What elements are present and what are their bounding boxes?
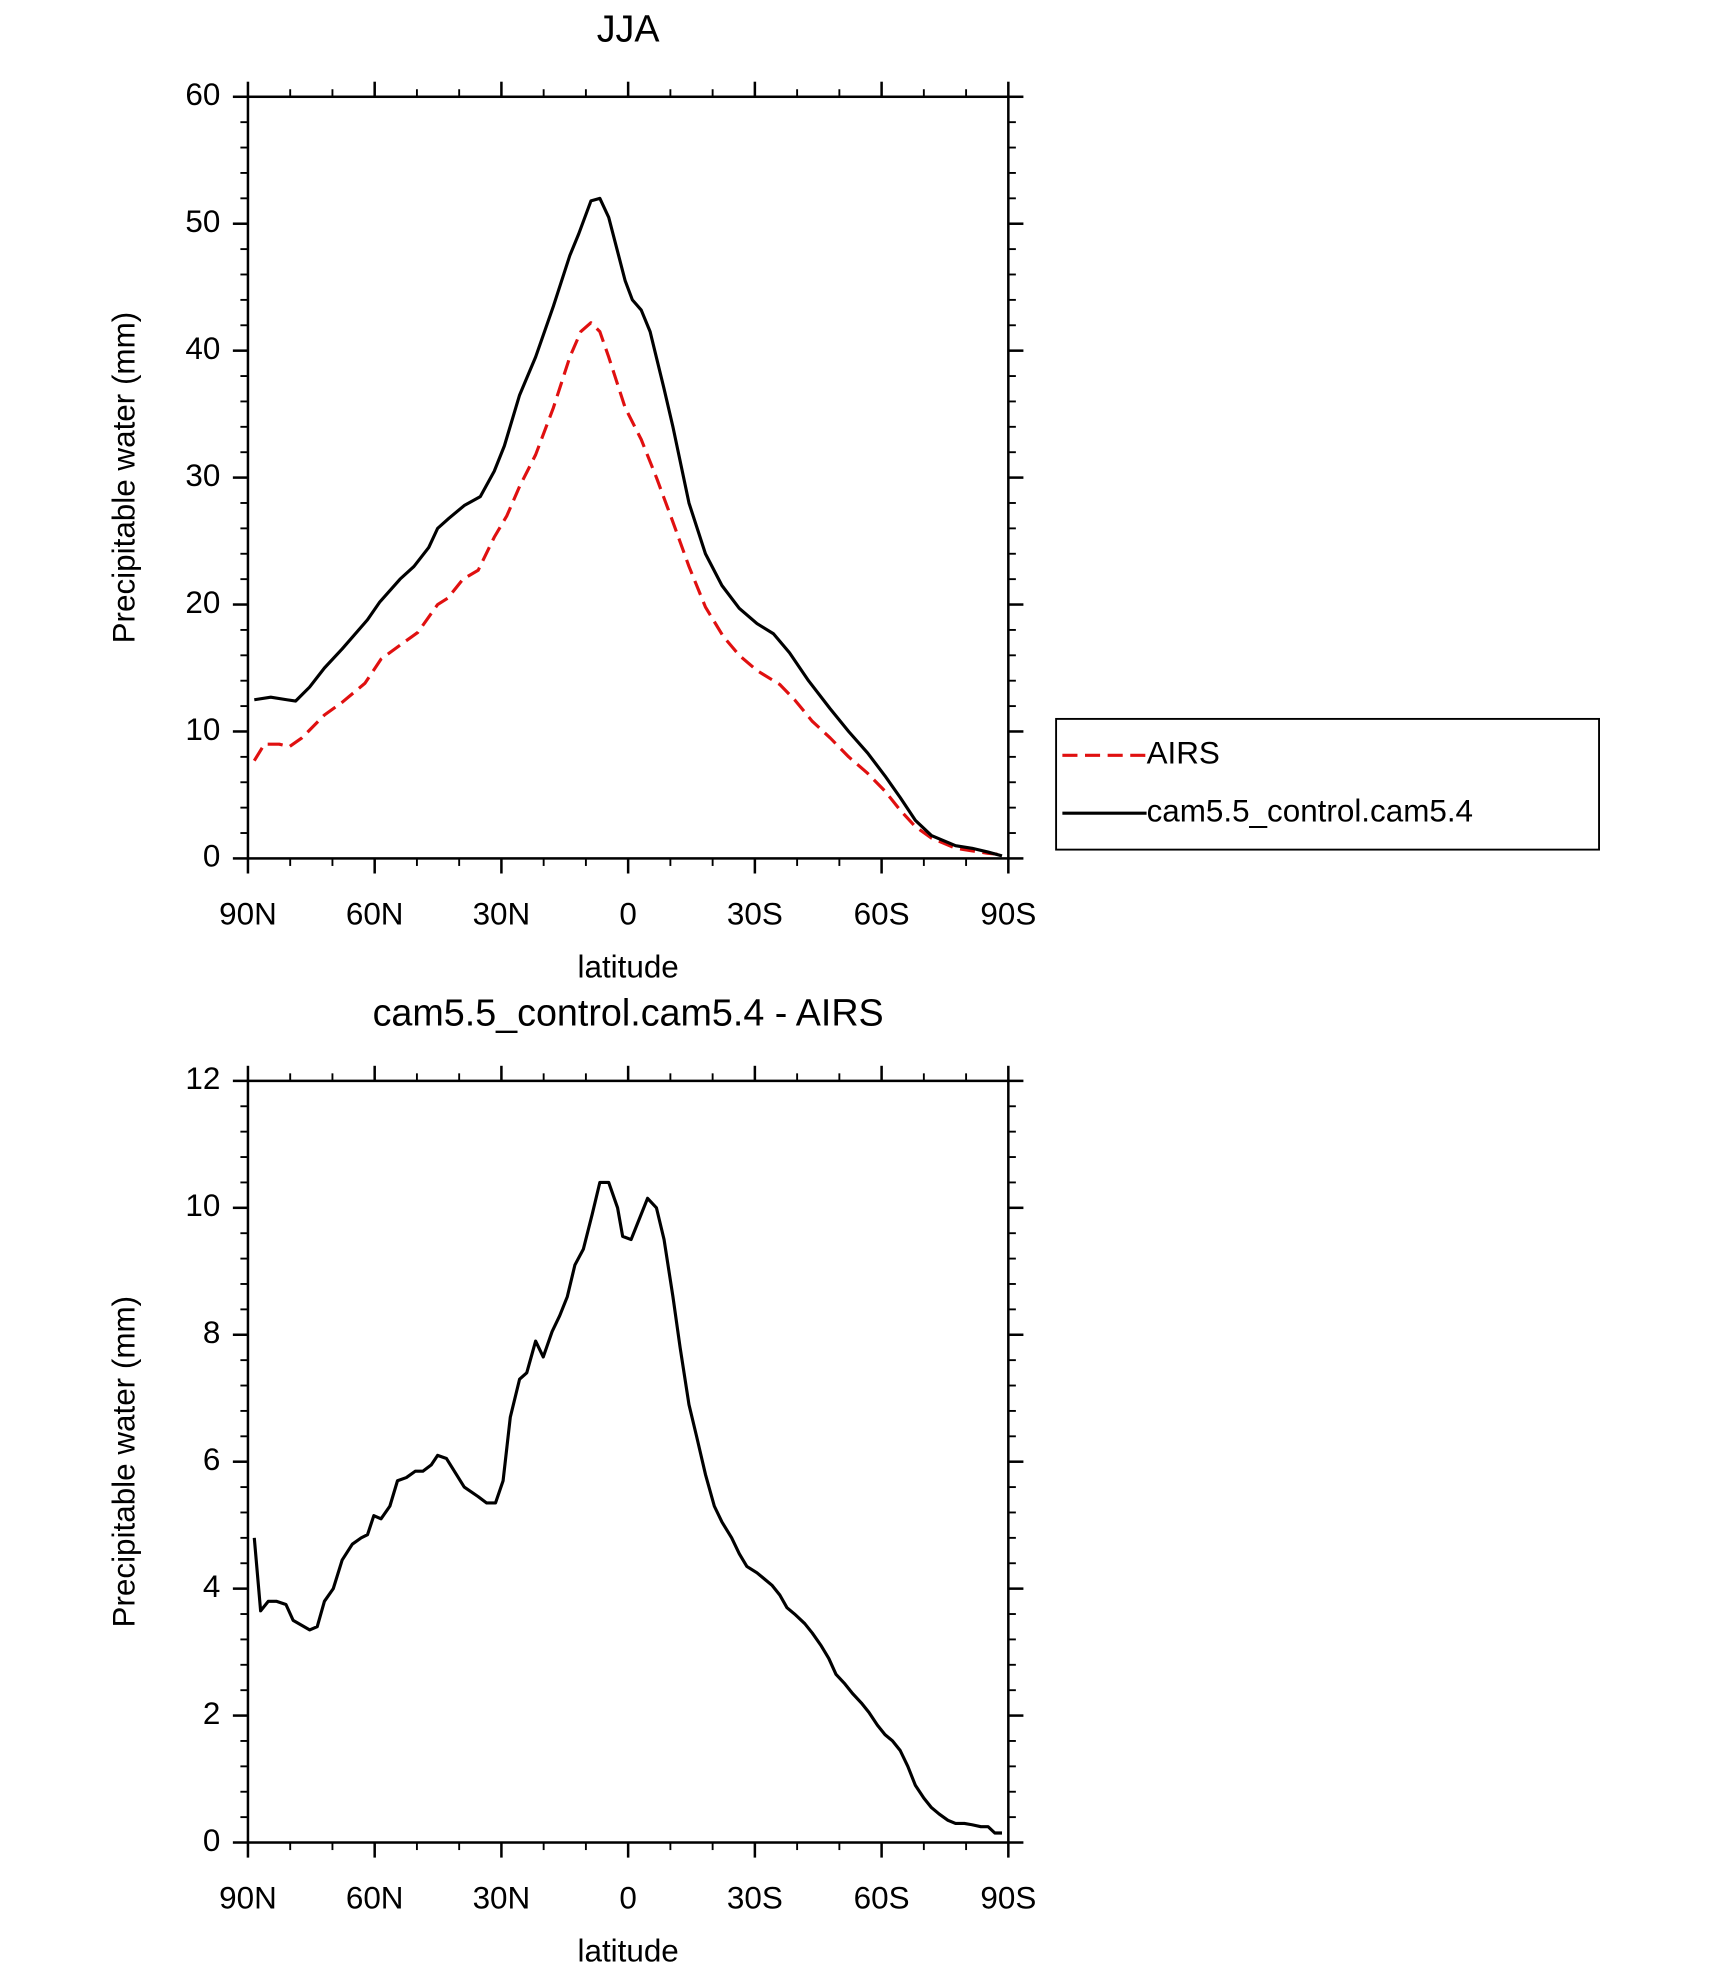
x-tick-label: 0 — [619, 897, 636, 932]
chart-title: cam5.5_control.cam5.4 - AIRS — [373, 991, 884, 1033]
plot-frame — [246, 1079, 1010, 1844]
x-tick-label: 60N — [346, 897, 404, 932]
x-tick-label: 0 — [619, 1881, 636, 1916]
series-line — [252, 321, 1003, 857]
legend-box — [1055, 717, 1600, 851]
x-tick-label: 30S — [727, 1881, 783, 1916]
x-tick-label: 90N — [219, 1881, 277, 1916]
chart-title: JJA — [597, 7, 661, 49]
legend-label: cam5.5_control.cam5.4 — [1147, 793, 1473, 828]
x-tick-label: 90N — [219, 897, 277, 932]
y-tick-label: 8 — [203, 1315, 220, 1350]
x-tick-label: 60S — [854, 897, 910, 932]
y-tick-label: 6 — [203, 1442, 220, 1477]
y-tick-label: 20 — [185, 585, 220, 620]
x-tick-label: 30N — [473, 1881, 531, 1916]
plot: 0 10 20 30 40 50 60 90N 60N 30N 0 30S 60S 90S JJA latit… — [106, 7, 1600, 984]
x-tick-label: 30S — [727, 897, 783, 932]
series-line — [254, 196, 1003, 858]
y-tick-label: 0 — [203, 839, 220, 874]
y-tick-label: 0 — [203, 1823, 220, 1858]
y-tick-label: 50 — [185, 204, 220, 239]
legend: AIRS cam5.5_control.cam5.4 — [1055, 717, 1600, 851]
x-tick-label: 90S — [980, 897, 1036, 932]
x-axis-label: latitude — [578, 949, 679, 984]
x-tick-label: 90S — [980, 1881, 1036, 1916]
series-line — [252, 1180, 1002, 1835]
y-tick-label: 2 — [203, 1696, 220, 1731]
y-axis-label: Precipitable water (mm) — [106, 312, 141, 644]
x-tick-label: 30N — [473, 897, 531, 932]
plot: 0 2 4 6 8 10 12 90N 60N 30N 0 30S 60S 90S cam5.5_contr… — [106, 991, 1036, 1968]
y-tick-label: 30 — [185, 458, 220, 493]
y-axis-label: Precipitable water (mm) — [106, 1296, 141, 1628]
legend-label: AIRS — [1147, 736, 1220, 771]
plot-frame — [246, 95, 1010, 860]
y-tick-label: 60 — [185, 77, 220, 112]
y-tick-label: 4 — [203, 1569, 220, 1604]
x-tick-label: 60N — [346, 1881, 404, 1916]
y-tick-label: 10 — [185, 1188, 220, 1223]
y-tick-label: 10 — [185, 712, 220, 747]
y-tick-label: 40 — [185, 331, 220, 366]
x-axis-label: latitude — [578, 1933, 679, 1968]
x-tick-label: 60S — [854, 1881, 910, 1916]
y-tick-label: 12 — [185, 1061, 220, 1096]
